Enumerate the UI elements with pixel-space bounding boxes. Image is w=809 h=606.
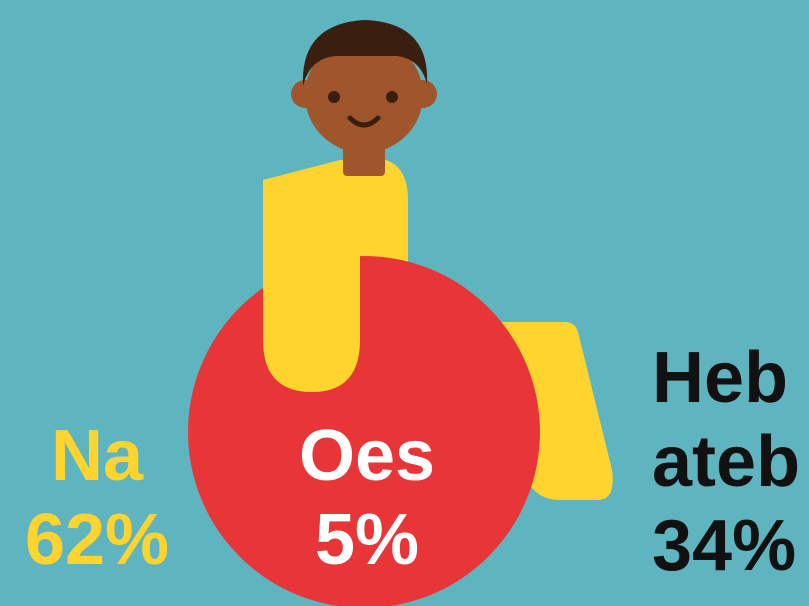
label-heb-ateb-line1: Heb (652, 338, 789, 418)
label-oes: Oes 5% (282, 414, 452, 582)
label-na-name: Na (50, 416, 144, 496)
label-heb-ateb: Heb ateb 34% (652, 336, 809, 588)
figure-smile (347, 115, 381, 128)
label-na: Na 62% (22, 414, 172, 582)
figure-eye-right (386, 91, 398, 103)
figure-arm (263, 170, 360, 392)
figure-eye-left (328, 91, 340, 103)
figure-head (305, 37, 423, 153)
label-oes-value: 5% (314, 500, 420, 580)
label-heb-ateb-line2: ateb (652, 422, 801, 502)
label-na-value: 62% (24, 500, 170, 580)
label-oes-name: Oes (298, 416, 436, 496)
label-heb-ateb-value: 34% (652, 506, 797, 586)
figure-hair (302, 20, 428, 86)
